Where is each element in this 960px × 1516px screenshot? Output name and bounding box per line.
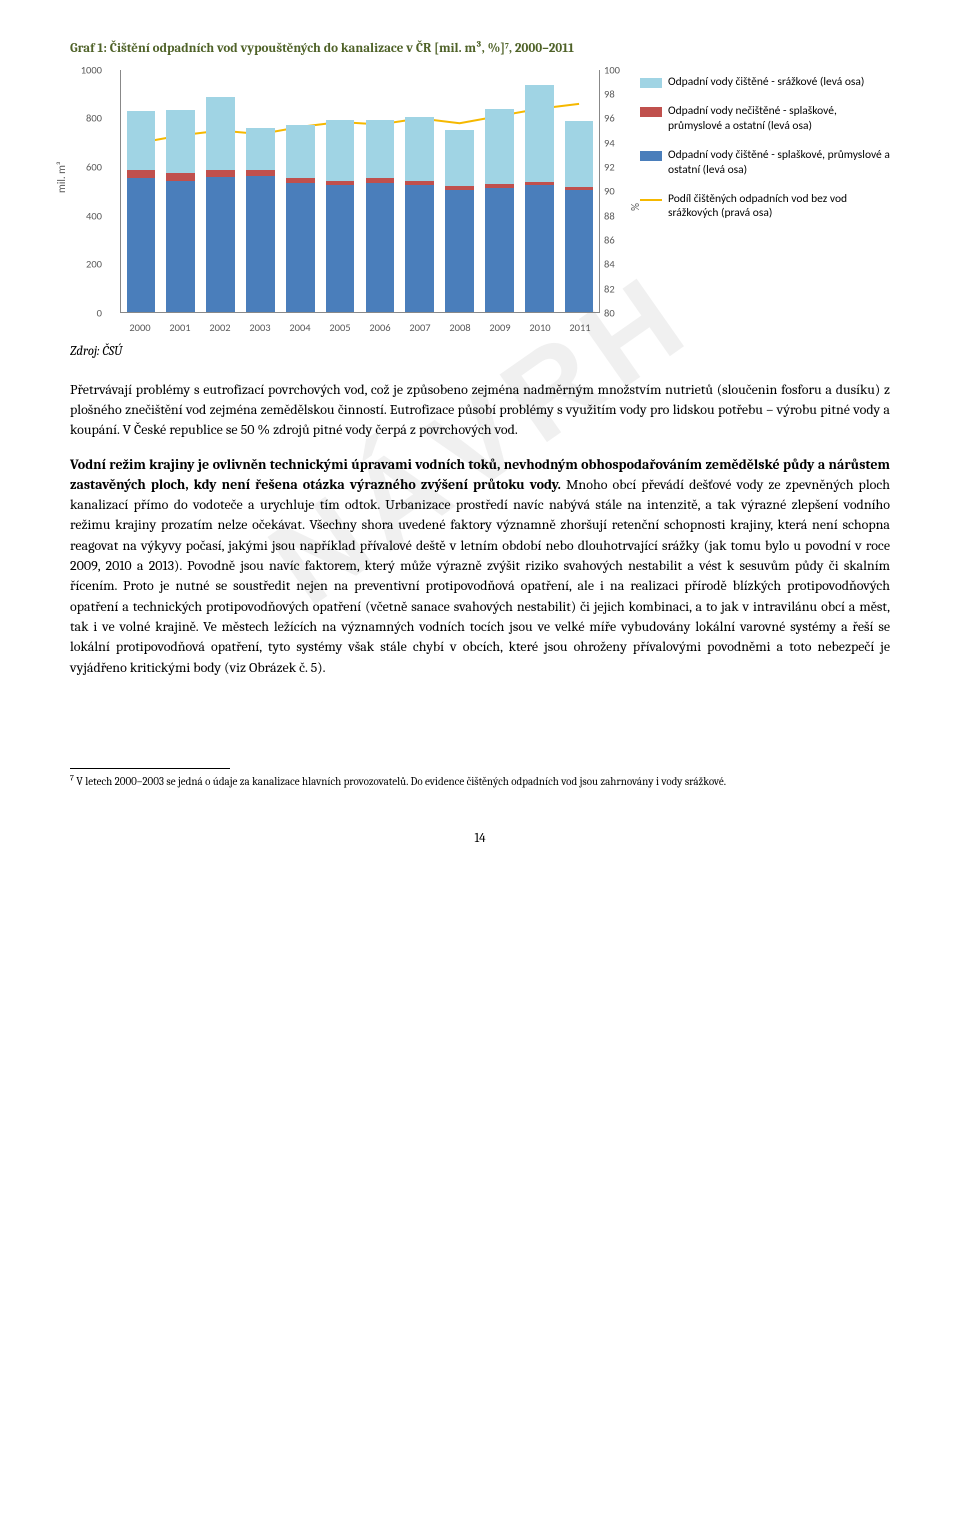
legend-item: Odpadní vody čištěné - splaškové, průmys… [640, 148, 890, 178]
legend-swatch [640, 151, 662, 161]
page-number: 14 [70, 830, 890, 849]
chart-legend: Odpadní vody čištěné - srážkové (levá os… [640, 65, 890, 335]
paragraph-1: Přetrvávají problémy s eutrofizací povrc… [70, 380, 890, 441]
legend-label: Odpadní vody čištěné - splaškové, průmys… [668, 148, 890, 178]
y-right-label: % [628, 203, 644, 211]
legend-swatch [640, 107, 662, 117]
y-left-label: mil. m³ [54, 161, 70, 193]
legend-line [640, 199, 662, 201]
legend-label: Odpadní vody nečištěné - splaškové, prům… [668, 104, 890, 134]
paragraph-2: Vodní režim krajiny je ovlivněn technick… [70, 455, 890, 678]
legend-item: Odpadní vody čištěné - srážkové (levá os… [640, 75, 890, 90]
chart-source: Zdroj: ČSÚ [70, 343, 890, 362]
chart-container: mil. m³ 02004006008001000 80828486889092… [70, 65, 890, 335]
chart-title: Graf 1: Čištění odpadních vod vypouštěný… [70, 40, 890, 59]
para-rest: Mnoho obcí převádí dešťové vody ze zpevn… [70, 476, 890, 676]
legend-label: Odpadní vody čištěné - srážkové (levá os… [668, 75, 864, 90]
footnote: 7 V letech 2000–2003 se jedná o údaje za… [70, 775, 890, 790]
plot [120, 70, 600, 313]
legend-item: Podíl čištěných odpadních vod bez vod sr… [640, 192, 890, 222]
x-axis: 2000200120022003200420052006200720082009… [120, 320, 600, 335]
legend-swatch [640, 78, 662, 88]
footnote-text: V letech 2000–2003 se jedná o údaje za k… [74, 775, 726, 788]
chart-plot-area: mil. m³ 02004006008001000 80828486889092… [70, 65, 630, 335]
footnote-separator [70, 768, 230, 769]
legend-item: Odpadní vody nečištěné - splaškové, prům… [640, 104, 890, 134]
legend-label: Podíl čištěných odpadních vod bez vod sr… [668, 192, 890, 222]
